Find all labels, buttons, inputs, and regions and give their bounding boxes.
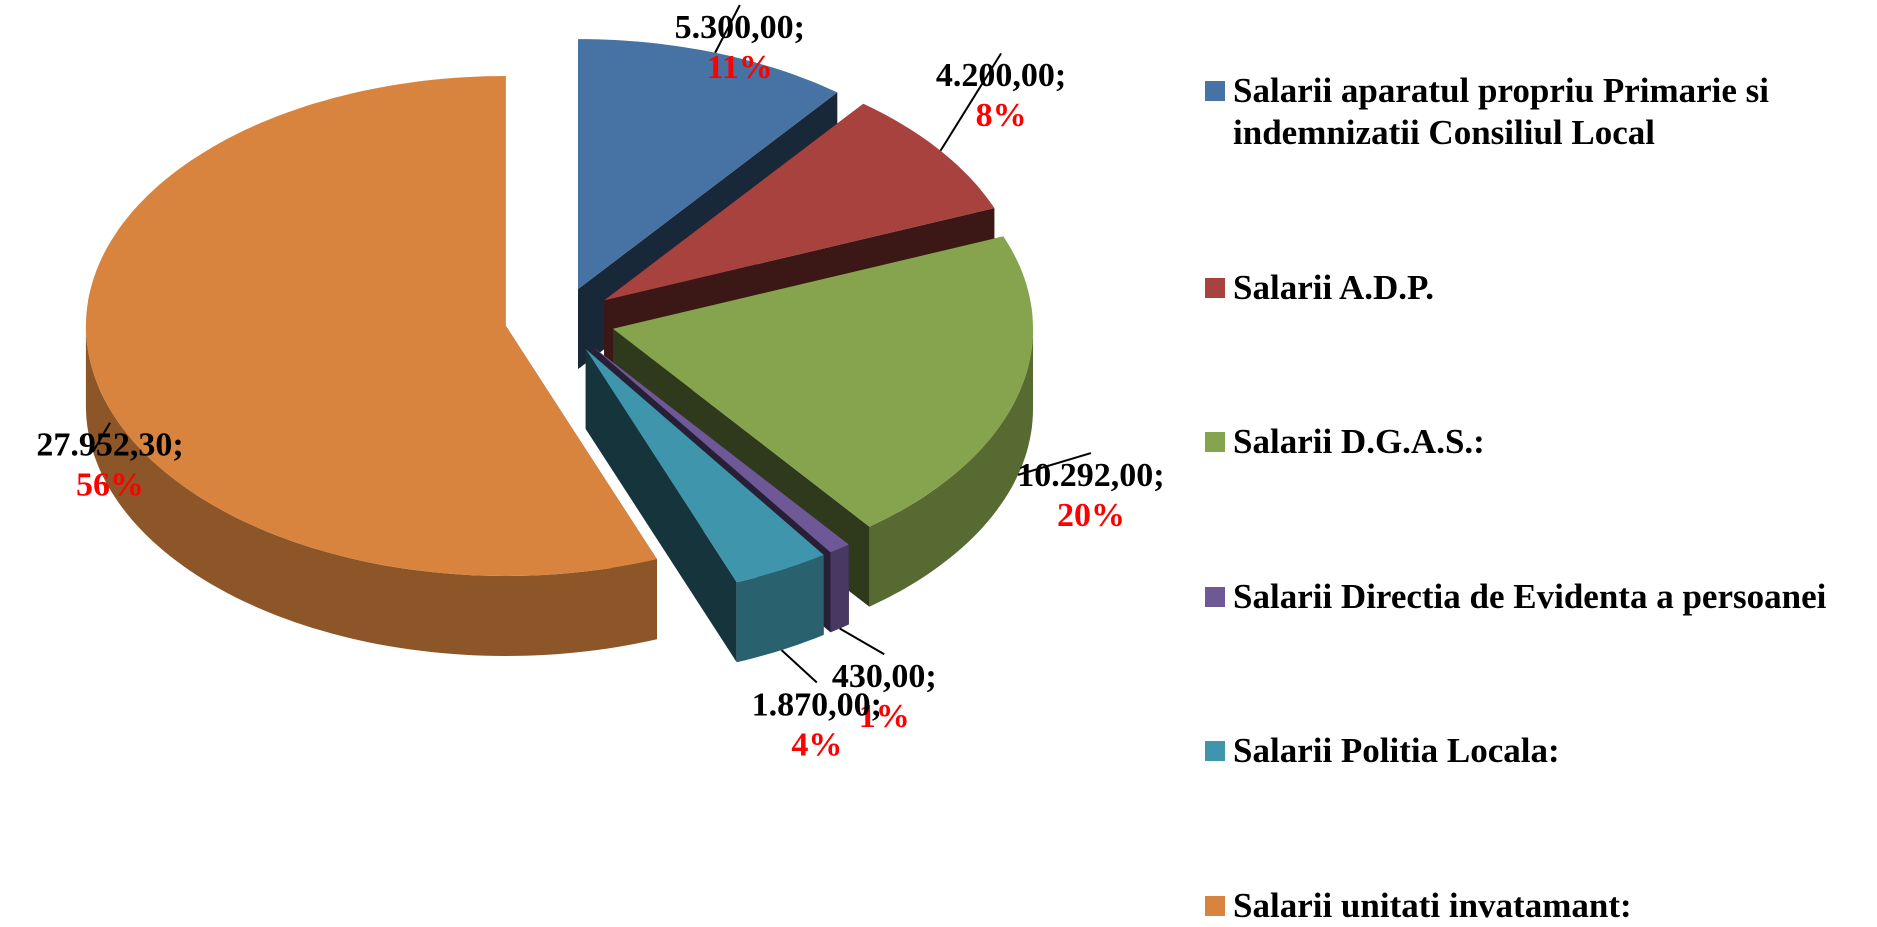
legend-swatch <box>1205 741 1225 762</box>
legend-swatch <box>1205 586 1225 607</box>
percent-label: 11% <box>707 49 773 86</box>
value-label: 10.292,00; <box>1017 457 1164 494</box>
percent-label: 20% <box>1057 497 1125 534</box>
legend-label: Salarii unitati invatamant: <box>1233 885 1632 925</box>
legend-swatch <box>1205 432 1225 453</box>
slice-wall <box>585 349 737 663</box>
slice <box>613 236 1033 527</box>
legend-swatch <box>1205 277 1225 298</box>
slice <box>592 346 849 553</box>
percent-label: 4% <box>791 726 842 763</box>
slice <box>604 103 995 301</box>
percent-label: 1% <box>859 698 910 735</box>
percent-label: 8% <box>976 97 1027 134</box>
leader-line <box>939 52 1002 152</box>
percent-label: 56% <box>76 467 144 504</box>
legend-item: Salarii Directia de Evidenta a persoanei <box>1205 576 1877 618</box>
legend-label: Salarii Directia de Evidenta a persoanei <box>1233 576 1827 616</box>
slice-side <box>830 544 849 633</box>
leader-line <box>714 4 741 54</box>
legend-label: Salarii aparatul propriu Primarie si ind… <box>1233 71 1770 152</box>
legend: Salarii aparatul propriu Primarie si ind… <box>1205 70 1877 927</box>
slice-side <box>869 328 1033 607</box>
legend-item: Salarii D.G.A.S.: <box>1205 421 1877 463</box>
legend-item: Salarii unitati invatamant: <box>1205 885 1877 927</box>
legend-label: Salarii Politia Locala: <box>1233 731 1560 771</box>
value-label: 1.870,00; <box>752 686 882 723</box>
legend-label: Salarii D.G.A.S.: <box>1233 422 1485 462</box>
value-label: 430,00; <box>832 658 937 695</box>
value-label: 27.952,30; <box>36 427 183 464</box>
slice <box>578 39 838 290</box>
legend-swatch <box>1205 81 1225 101</box>
slice-side <box>736 554 824 663</box>
legend-item: Salarii Politia Locala: <box>1205 730 1877 772</box>
legend-item: Salarii A.D.P. <box>1205 267 1877 309</box>
slice-side <box>85 326 657 656</box>
leader-line <box>839 627 885 656</box>
value-label: 5.300,00; <box>675 9 805 46</box>
legend-label: Salarii A.D.P. <box>1233 267 1434 307</box>
leader-line <box>780 649 818 684</box>
slice <box>85 76 657 576</box>
leader-line <box>1017 452 1092 476</box>
slice <box>585 349 824 583</box>
leader-line <box>92 422 111 453</box>
legend-swatch <box>1205 895 1225 916</box>
legend-item: Salarii aparatul propriu Primarie si ind… <box>1205 70 1877 154</box>
value-label: 4.200,00; <box>936 57 1066 94</box>
